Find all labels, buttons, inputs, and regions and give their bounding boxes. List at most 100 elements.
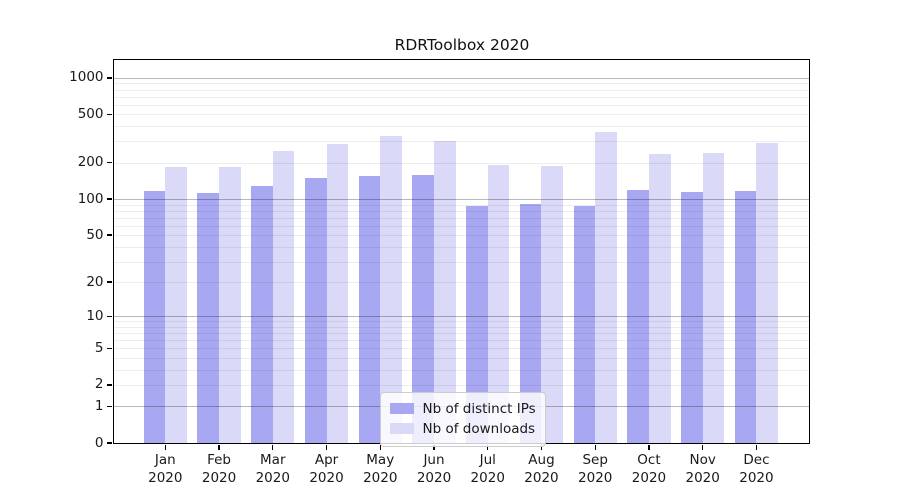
x-tick-mark xyxy=(648,444,650,450)
gridline-minor xyxy=(113,83,809,85)
gridline-minor xyxy=(113,114,809,116)
month-label: Mar xyxy=(260,452,286,468)
gridline-minor xyxy=(113,321,809,323)
bar-distinct-ips-dec xyxy=(734,190,757,443)
y-tick-mark xyxy=(107,384,112,386)
y-tick-label: 10 xyxy=(86,307,104,324)
year-label: 2020 xyxy=(739,469,774,486)
gridline-minor xyxy=(113,348,809,350)
year-label: 2020 xyxy=(416,469,452,486)
legend-swatch-downloads xyxy=(389,423,414,434)
bar-distinct-ips-feb xyxy=(197,192,220,443)
legend-row-downloads: Nb of downloads xyxy=(389,419,536,439)
x-tick-label-sep: Sep 2020 xyxy=(578,452,612,487)
year-label: 2020 xyxy=(148,469,183,486)
year-label: 2020 xyxy=(470,469,505,486)
month-label: Sep xyxy=(582,452,608,468)
bar-downloads-dec xyxy=(756,143,779,443)
month-label: Jan xyxy=(154,452,176,468)
gridline-minor xyxy=(113,333,809,335)
year-label: 2020 xyxy=(309,469,344,486)
x-tick-mark xyxy=(487,444,489,450)
gridline-minor xyxy=(113,369,809,371)
y-tick-label: 200 xyxy=(77,154,104,171)
y-tick-mark xyxy=(107,162,112,164)
gridline-major xyxy=(113,77,809,79)
month-label: May xyxy=(366,452,395,468)
plot-area: Nb of distinct IPs Nb of downloads 0 1 2 5 1… xyxy=(69,58,810,486)
gridline-minor xyxy=(113,126,809,128)
gridline-minor xyxy=(113,326,809,328)
legend-swatch-distinct-ips xyxy=(389,403,414,414)
x-tick-mark xyxy=(218,444,220,450)
month-label: Apr xyxy=(314,452,339,468)
y-tick-mark xyxy=(107,234,112,236)
year-label: 2020 xyxy=(631,469,667,486)
bar-downloads-mar xyxy=(272,151,295,443)
x-tick-mark xyxy=(540,444,543,450)
gridline-minor xyxy=(113,89,809,91)
gridline-minor xyxy=(113,246,809,248)
x-tick-label-nov: Nov 2020 xyxy=(686,452,720,487)
bar-distinct-ips-mar xyxy=(251,185,273,443)
month-label: Aug xyxy=(528,452,555,468)
y-tick-label: 5 xyxy=(94,339,104,356)
x-tick-label-mar: Mar 2020 xyxy=(256,452,290,487)
y-tick-mark xyxy=(107,77,112,79)
year-label: 2020 xyxy=(685,469,720,486)
legend: Nb of distinct IPs Nb of downloads xyxy=(379,391,546,447)
y-tick-mark xyxy=(107,281,112,283)
y-tick-label: 1 xyxy=(94,397,104,414)
x-tick-label-oct: Oct 2020 xyxy=(632,452,666,487)
y-tick-label: 100 xyxy=(77,190,104,207)
gridline-minor xyxy=(113,340,809,342)
bar-distinct-ips-may xyxy=(358,176,381,443)
gridline-minor xyxy=(113,210,809,212)
bar-distinct-ips-sep xyxy=(573,206,596,443)
gridline-minor xyxy=(113,162,809,164)
year-label: 2020 xyxy=(578,469,613,486)
gridline-minor xyxy=(113,384,809,386)
bar-downloads-nov xyxy=(702,152,725,443)
legend-label-distinct-ips: Nb of distinct IPs xyxy=(422,400,536,417)
month-label: Dec xyxy=(743,452,770,468)
bars-layer xyxy=(114,60,810,444)
grid-layer xyxy=(113,60,809,444)
month-label: Nov xyxy=(689,452,716,468)
bar-downloads-jun xyxy=(434,141,456,443)
bar-downloads-apr xyxy=(326,144,349,443)
year-label: 2020 xyxy=(201,469,237,486)
x-tick-mark xyxy=(325,444,328,450)
x-tick-label-jan: Jan 2020 xyxy=(148,452,182,487)
gridline-minor xyxy=(113,204,809,206)
y-tick-label: 20 xyxy=(86,273,104,290)
gridline-minor xyxy=(113,217,809,219)
bar-downloads-feb xyxy=(219,166,241,443)
y-tick-mark xyxy=(107,315,112,317)
bar-distinct-ips-apr xyxy=(304,178,327,443)
year-label: 2020 xyxy=(363,469,398,486)
bar-distinct-ips-jul xyxy=(466,205,488,443)
y-tick-label: 2 xyxy=(94,376,104,393)
bar-distinct-ips-oct xyxy=(627,189,649,443)
bar-distinct-ips-jan xyxy=(143,191,166,443)
gridline-minor xyxy=(113,357,809,359)
gridline-minor xyxy=(113,261,809,263)
gridline-minor xyxy=(113,96,809,98)
x-tick-mark xyxy=(433,444,435,450)
y-tick-mark xyxy=(107,347,112,349)
x-tick-mark xyxy=(594,444,596,450)
x-tick-mark xyxy=(272,444,274,450)
gridline-minor xyxy=(113,282,809,284)
gridline-minor xyxy=(113,225,809,227)
x-tick-label-aug: Aug 2020 xyxy=(524,452,558,487)
y-tick-label: 500 xyxy=(77,105,104,122)
bar-downloads-oct xyxy=(648,153,671,443)
gridline-major xyxy=(113,316,809,318)
x-tick-mark xyxy=(755,444,758,450)
x-tick-mark xyxy=(702,444,704,450)
chart-title: RDRToolbox 2020 xyxy=(394,36,530,54)
month-label: Jul xyxy=(479,452,496,468)
legend-row-distinct-ips: Nb of distinct IPs xyxy=(389,399,536,419)
gridline-minor xyxy=(113,141,809,143)
